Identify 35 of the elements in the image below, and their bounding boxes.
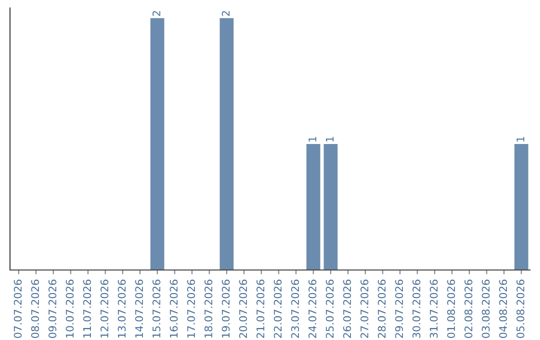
- x-tick-label: 10.07.2026: [66, 280, 74, 338]
- x-tick-label: 23.07.2026: [291, 280, 300, 338]
- x-tick-label: 18.07.2026: [204, 280, 212, 338]
- x-tick-label: 24.07.2026: [308, 280, 316, 338]
- x-tick-label: 31.07.2026: [430, 280, 438, 338]
- x-tick-label: 04.08.2026: [499, 280, 508, 338]
- x-tick-label: 05.08.2026: [516, 280, 524, 338]
- x-tick-label: 16.07.2026: [170, 280, 178, 338]
- x-tick-label: 15.07.2026: [152, 280, 160, 338]
- x-tick-label: 28.07.2026: [378, 280, 386, 338]
- data-label: 1: [516, 136, 524, 142]
- x-tick-label: 30.07.2026: [412, 280, 420, 338]
- data-label: 2: [152, 11, 160, 16]
- x-tick-label: 03.08.2026: [482, 280, 490, 338]
- x-tick-label: 01.08.2026: [447, 280, 456, 338]
- x-tick-label: 27.07.2026: [360, 280, 368, 338]
- x-tick-label: 12.07.2026: [100, 280, 108, 338]
- x-tick-label: 25.07.2026: [326, 280, 334, 338]
- x-tick-label: 19.07.2026: [222, 280, 230, 338]
- data-label: 2: [222, 11, 230, 16]
- x-tick-label: 02.08.2026: [464, 280, 472, 338]
- x-tick-label: 17.07.2026: [187, 280, 196, 338]
- x-tick-label: 26.07.2026: [343, 280, 352, 338]
- data-label: 1: [308, 136, 316, 142]
- x-tick-label: 07.07.2026: [14, 280, 22, 338]
- x-tick-label: 21.07.2026: [256, 280, 264, 338]
- x-tick-label: 09.07.2026: [48, 280, 56, 338]
- x-tick-label: 13.07.2026: [118, 280, 126, 338]
- data-label: 1: [326, 136, 334, 142]
- x-tick-label: 22.07.2026: [274, 280, 282, 338]
- x-tick-label: 20.07.2026: [239, 280, 248, 338]
- x-tick-label: 08.07.2026: [31, 280, 40, 338]
- x-tick-label: 11.07.2026: [83, 280, 92, 338]
- x-tick-label: 29.07.2026: [395, 280, 404, 338]
- x-tick-label: 14.07.2026: [135, 280, 144, 338]
